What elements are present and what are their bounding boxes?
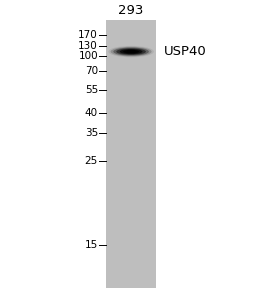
Ellipse shape xyxy=(127,50,135,53)
Text: 293: 293 xyxy=(118,4,144,17)
Text: 130: 130 xyxy=(78,40,98,51)
Ellipse shape xyxy=(111,47,152,56)
Text: 25: 25 xyxy=(85,155,98,166)
Ellipse shape xyxy=(120,49,142,54)
Text: 55: 55 xyxy=(85,85,98,95)
Ellipse shape xyxy=(108,46,154,57)
Ellipse shape xyxy=(113,47,149,56)
Text: 70: 70 xyxy=(85,66,98,76)
Ellipse shape xyxy=(123,50,139,53)
Text: 170: 170 xyxy=(78,29,98,40)
Bar xyxy=(106,20,156,288)
Text: 40: 40 xyxy=(85,107,98,118)
Text: 15: 15 xyxy=(85,239,98,250)
Ellipse shape xyxy=(116,48,146,55)
Text: 35: 35 xyxy=(85,128,98,139)
Text: 100: 100 xyxy=(78,50,98,61)
Text: USP40: USP40 xyxy=(164,45,207,58)
